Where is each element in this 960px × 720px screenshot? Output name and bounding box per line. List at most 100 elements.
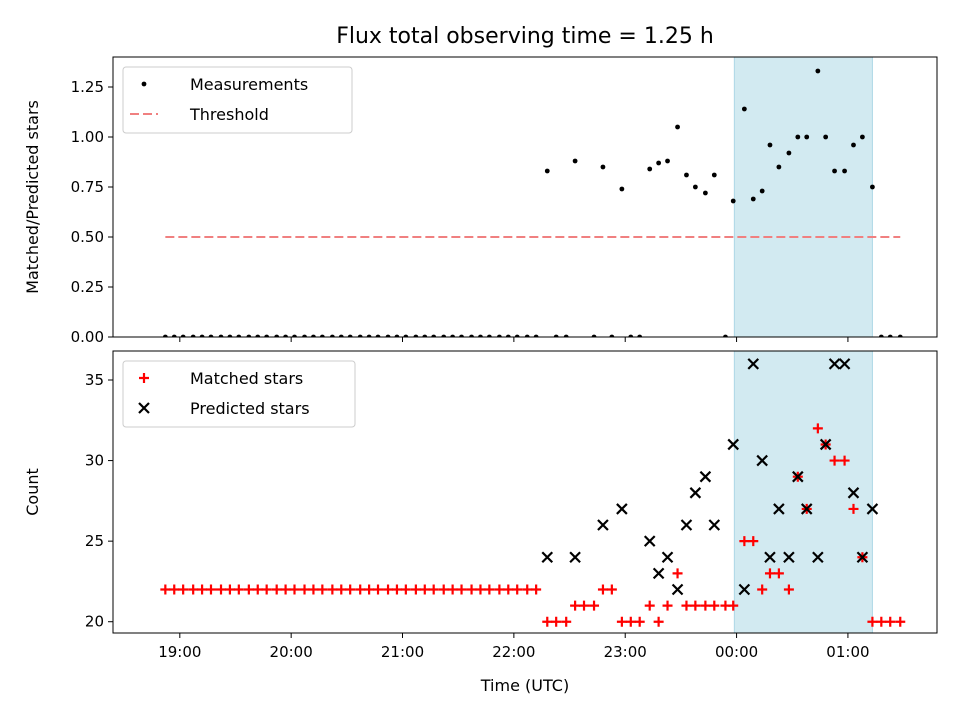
measurement-point <box>190 334 196 337</box>
predicted-point <box>866 503 879 515</box>
y-tick-label: 1.00 <box>71 128 104 146</box>
measurement-point <box>563 334 569 337</box>
measurement-point <box>878 334 884 337</box>
matched-point <box>410 584 421 595</box>
measurement-point <box>431 334 437 337</box>
x-tick-label: 21:00 <box>381 643 424 661</box>
legend: Measurements Threshold <box>122 66 353 134</box>
matched-point <box>764 568 775 579</box>
matched-point <box>876 616 887 627</box>
predicted-point <box>597 519 609 531</box>
y-tick-label: 1.25 <box>71 78 104 96</box>
measurement-point <box>572 158 578 164</box>
matched-point <box>848 503 859 514</box>
matched-point <box>783 584 794 595</box>
predicted-point <box>856 551 869 564</box>
matched-point <box>299 584 310 595</box>
legend-box <box>122 360 356 428</box>
matched-point <box>700 600 711 611</box>
measurement-point <box>338 334 344 337</box>
measurement-point <box>723 334 728 337</box>
measurement-point <box>218 334 224 337</box>
matched-point <box>542 616 553 627</box>
predicted-point <box>800 503 813 515</box>
measurement-point <box>357 334 363 337</box>
measurement-point <box>887 334 893 337</box>
measurement-point <box>246 334 252 337</box>
matched-point <box>885 616 896 627</box>
measurement-point <box>385 334 391 337</box>
measurement-point <box>469 334 474 337</box>
matched-point <box>570 600 581 611</box>
legend-label: Matched stars <box>190 369 303 388</box>
matched-point <box>188 584 199 595</box>
measurement-point <box>870 184 875 190</box>
matched-point <box>895 616 906 627</box>
matched-point <box>662 600 673 611</box>
predicted-point <box>828 358 841 370</box>
matched-point <box>757 584 768 595</box>
shaded-region <box>733 56 873 338</box>
predicted-point <box>699 470 712 483</box>
measurement-point <box>311 334 316 337</box>
x-tick-label: 01:00 <box>826 643 869 661</box>
shaded-region <box>733 350 873 634</box>
matched-point <box>383 584 394 595</box>
measurement-point <box>283 334 288 337</box>
measurement-point <box>647 166 653 172</box>
predicted-point <box>616 503 628 515</box>
measurement-point <box>897 334 903 337</box>
matched-point <box>561 616 572 627</box>
matched-point <box>233 584 244 595</box>
measurement-point <box>741 106 747 112</box>
predicted-point <box>661 551 674 564</box>
matched-point <box>597 584 608 595</box>
predicted-point <box>773 503 785 515</box>
matched-point <box>317 584 328 595</box>
top-panel: 0.00 0.25 0.50 0.75 1.00 1.25 Matched/Predicte… <box>23 56 938 346</box>
x-tick-label: 23:00 <box>604 643 647 661</box>
measurement-point <box>842 168 847 174</box>
matched-point <box>243 584 254 595</box>
measurement-point <box>505 334 511 337</box>
x-tick-label: 00:00 <box>715 643 758 661</box>
measurement-point <box>656 160 662 166</box>
matched-point <box>616 616 627 627</box>
matched-point <box>475 584 486 595</box>
measurement-point <box>171 334 177 337</box>
matched-point <box>579 600 590 611</box>
measurement-point <box>199 334 205 337</box>
predicted-point <box>764 551 776 564</box>
matched-point <box>160 584 171 595</box>
measurement-point <box>711 172 717 178</box>
measurement-point <box>319 334 325 337</box>
predicted-point <box>812 551 824 564</box>
measurement-point <box>329 334 335 337</box>
measurement-point <box>628 334 634 337</box>
legend-label: Predicted stars <box>190 399 310 418</box>
measurement-point <box>292 334 297 337</box>
matched-point <box>216 584 227 595</box>
predicted-point <box>747 358 760 370</box>
chart-title: Flux total observing time = 1.25 h <box>336 24 714 49</box>
measurement-point <box>208 334 214 337</box>
measurement-point <box>823 134 829 140</box>
matched-point <box>308 584 319 595</box>
measurement-point <box>750 196 756 202</box>
matched-point <box>271 584 282 595</box>
matched-point <box>205 584 216 595</box>
matched-point <box>280 584 291 595</box>
x-axis-label: Time (UTC) <box>480 676 569 695</box>
matched-point <box>224 584 235 595</box>
matched-point <box>466 584 477 595</box>
y-tick-label: 25 <box>85 532 104 550</box>
matched-point <box>355 584 366 595</box>
y-tick-label: 0.00 <box>71 328 104 346</box>
matched-point <box>829 455 840 466</box>
legend: Matched stars Predicted stars <box>122 360 356 428</box>
measurement-point <box>441 334 447 337</box>
measurement-point <box>366 334 372 337</box>
measurement-point <box>514 334 520 337</box>
predicted-point <box>792 470 804 483</box>
